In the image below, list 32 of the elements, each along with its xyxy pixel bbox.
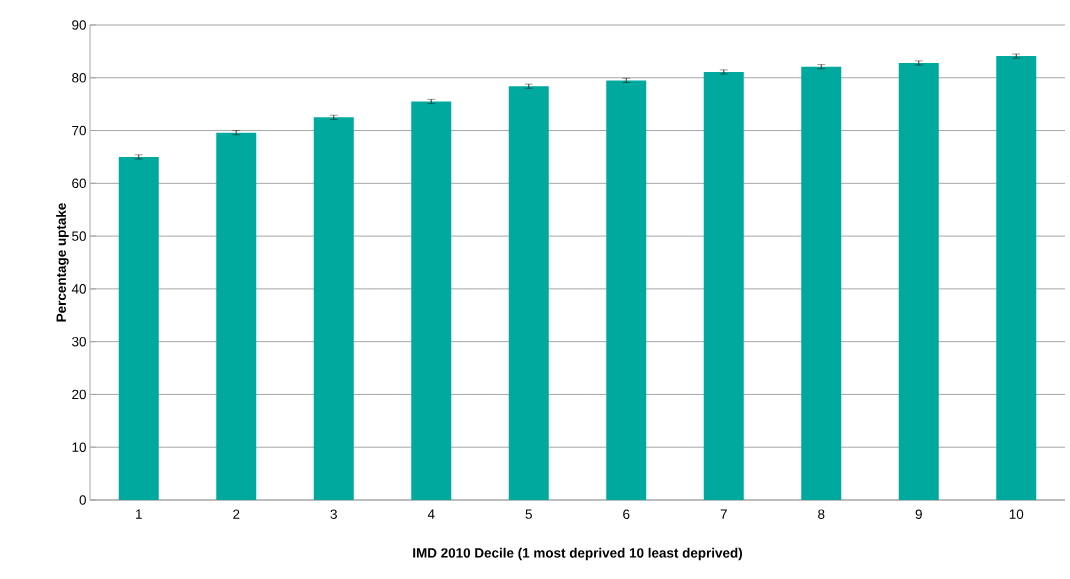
bar <box>508 86 549 500</box>
y-tick-label: 70 <box>72 125 86 136</box>
bar <box>898 62 939 500</box>
x-tick-label: 3 <box>330 509 337 519</box>
x-tick-label: 8 <box>818 509 825 519</box>
x-tick-label: 4 <box>427 509 435 519</box>
y-tick-label: 40 <box>71 284 86 294</box>
x-tick-label: 2 <box>233 509 240 519</box>
bar <box>313 117 354 500</box>
bar <box>801 66 842 500</box>
y-tick-label: 50 <box>72 231 86 241</box>
x-tick-label: 9 <box>915 509 922 519</box>
x-axis-title: IMD 2010 Decile (1 most deprived 10 least deprived) <box>413 547 742 561</box>
y-tick-label: 80 <box>72 73 86 83</box>
bar <box>996 56 1037 500</box>
x-tick-label: 5 <box>525 509 532 519</box>
bar <box>118 156 159 500</box>
x-tick-label: 7 <box>720 509 727 519</box>
y-tick-label: 20 <box>72 389 86 400</box>
bar <box>411 101 452 500</box>
y-tick-label: 10 <box>72 442 86 452</box>
y-tick-label: 30 <box>72 336 86 347</box>
y-tick-label: 60 <box>72 178 86 189</box>
y-tick-label: 0 <box>79 495 86 505</box>
bar <box>216 132 257 500</box>
bar <box>606 80 647 500</box>
bar <box>703 71 744 500</box>
y-axis-title: Percentage uptake <box>56 203 69 322</box>
x-tick-label: 10 <box>1009 509 1024 519</box>
y-tick-label: 90 <box>72 20 86 30</box>
x-tick-label: 6 <box>623 509 630 519</box>
x-tick-label: 1 <box>136 509 142 519</box>
